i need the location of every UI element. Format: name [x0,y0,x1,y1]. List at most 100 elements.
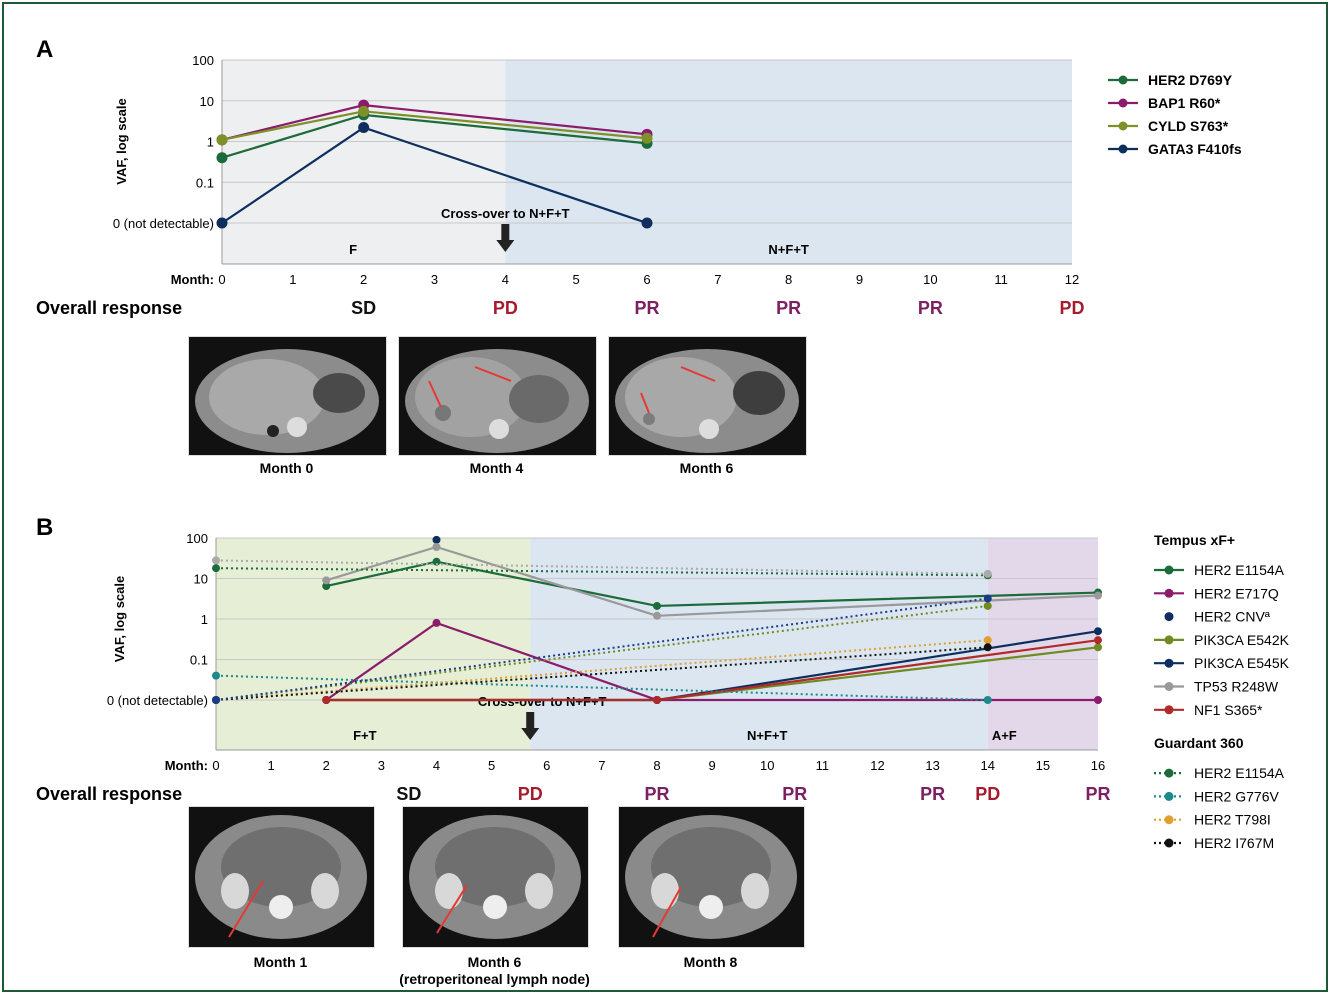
data-point [216,152,228,164]
x-tick-label: 1 [289,272,296,287]
y-tick-label: 1 [207,135,214,150]
data-point [983,601,992,610]
data-point [358,105,370,117]
legend-label: GATA3 F410fs [1148,141,1242,157]
legend-marker [1118,144,1128,154]
x-tick-label: 6 [543,758,550,773]
arrow-icon [428,380,442,408]
response-pd: PD [493,298,518,318]
x-tick-label: 13 [925,758,939,773]
x-tick-label: 10 [923,272,937,287]
x-tick-label: 3 [431,272,438,287]
legend-label: HER2 E717Q [1194,585,1279,601]
panel-a-letter: A [36,36,54,63]
data-point [216,134,228,146]
x-tick-label: 1 [268,758,275,773]
y-tick-label: 0 (not detectable) [113,216,214,231]
arrow-icon [474,366,512,382]
ct-scan-image [195,815,367,939]
legend-marker [1164,705,1174,715]
ct-scan-month-8 [618,806,805,948]
legend-marker [1164,815,1174,825]
panel-b-letter: B [36,514,54,541]
data-point [358,122,370,134]
series-line [215,639,988,701]
legend-label: HER2 E1154A [1194,562,1285,578]
crossover-arrow-icon [496,224,515,252]
series-line [215,674,988,701]
phase-region [505,60,1072,264]
y-tick-label: 1 [201,612,208,627]
x-tick-label: 12 [1065,272,1079,287]
ct-scan-month-0 [188,336,387,456]
x-tick-label: 8 [785,272,792,287]
ct-scan-image [405,349,589,453]
response-pr: PR [776,298,801,318]
x-tick-label: 8 [653,758,660,773]
response-pr: PR [634,298,659,318]
ct-scan-image [195,349,379,453]
data-point [983,569,992,578]
x-tick-label: 0 [212,758,219,773]
legend-label: HER2 CNVª [1194,609,1271,625]
legend-marker [1164,565,1174,575]
data-point [1094,643,1102,652]
data-point [653,696,661,704]
scan-label: Month 4 [469,460,524,476]
x-axis-label: Month: [165,758,208,773]
data-point [322,582,331,591]
legend-marker [1164,791,1174,801]
legend-marker [1118,121,1128,131]
response-pd: PD [1059,298,1084,318]
crossover-label: Cross-over to N+F+T [478,694,607,709]
legend-label: HER2 E1154A [1194,765,1285,781]
x-tick-label: 2 [360,272,367,287]
phase-region [222,60,506,264]
scan-label: Month 1 [253,954,308,970]
legend-label: NF1 S365* [1194,702,1263,718]
legend-marker [1164,588,1174,598]
legend-group-title: Tempus xF+ [1154,532,1235,548]
y-tick-label: 0 (not detectable) [107,693,208,708]
phase-label: A+F [992,728,1017,743]
y-tick-label: 10 [200,94,214,109]
data-point [983,643,992,652]
data-point [432,557,441,566]
data-point [653,611,661,620]
data-point [641,217,653,229]
ct-scan-month-1 [188,806,375,948]
series-line [326,560,1099,608]
x-tick-label: 6 [643,272,650,287]
data-point [216,217,228,229]
x-tick-label: 10 [760,758,774,773]
x-tick-label: 7 [714,272,721,287]
ct-scan-month-6b [402,806,589,948]
y-tick-label: 10 [194,572,208,587]
x-tick-label: 0 [218,272,225,287]
y-axis-label: VAF, log scale [112,576,127,662]
x-tick-label: 14 [981,758,995,773]
data-point [1094,627,1102,636]
overall-response-label: Overall response [36,298,182,318]
series-line [215,646,988,701]
data-point [432,542,441,551]
scan-label: Month 6 [679,460,734,476]
x-tick-label: 16 [1091,758,1105,773]
data-point [1094,636,1102,645]
legend-marker [1164,635,1174,645]
scan-label: Month 0 [259,460,314,476]
series-line [215,567,988,577]
data-point [1094,591,1102,600]
legend-label: TP53 R248W [1194,679,1279,695]
ct-scan-month-6 [608,336,807,456]
phase-label: F [349,242,357,257]
data-point [1094,696,1102,704]
ct-scan-image [409,815,581,939]
legend-marker [1118,98,1128,108]
arrow-icon [652,886,682,938]
overall-response-label: Overall response [36,784,182,804]
data-point [322,576,331,585]
x-tick-label: 9 [709,758,716,773]
